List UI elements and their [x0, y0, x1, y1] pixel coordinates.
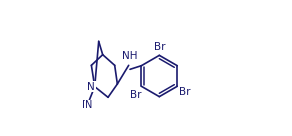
Text: Br: Br [179, 87, 190, 97]
Text: N: N [88, 82, 95, 92]
Text: NH: NH [121, 51, 137, 61]
Text: N: N [82, 100, 90, 110]
Text: N: N [85, 100, 92, 110]
Text: N: N [87, 82, 95, 92]
Text: N: N [84, 102, 92, 112]
Text: Br: Br [130, 90, 142, 100]
Text: Br: Br [154, 42, 166, 52]
